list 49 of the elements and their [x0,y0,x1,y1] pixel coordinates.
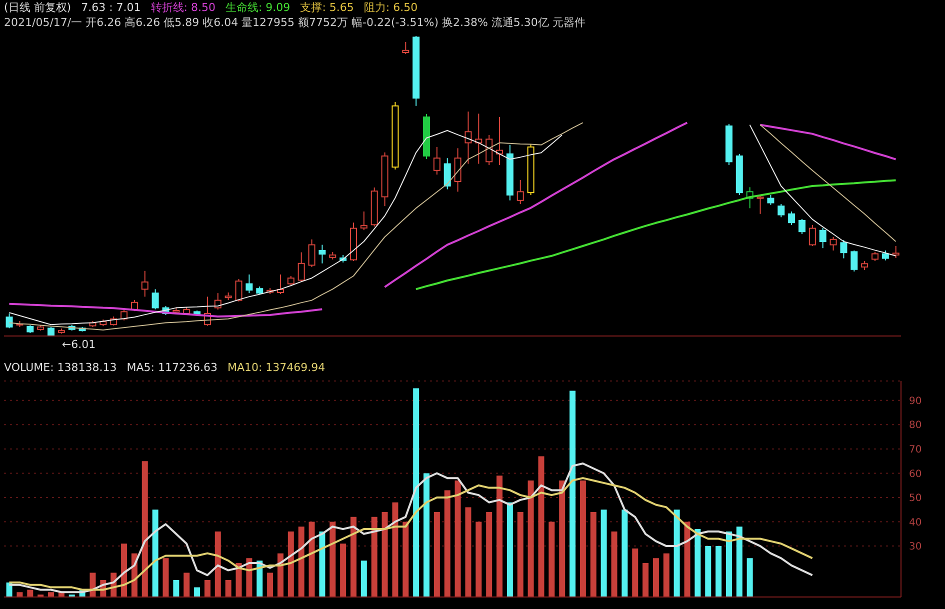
text: 转折线: 8.50 [150,0,216,15]
candlestick [516,180,524,204]
candlestick [475,113,482,164]
y-tick-label: 90 [909,396,922,407]
candlestick [246,274,253,294]
y-tick-label: 50 [909,493,922,504]
candlestick [360,211,368,231]
y-tick-label: 60 [909,468,922,480]
text: MA5: 117236.63 [126,360,218,375]
candlestick [402,42,410,54]
candlestick [214,292,222,310]
candlestick [308,238,316,268]
candlestick [808,224,816,246]
candlestick [798,218,806,234]
y-tick-label: 70 [909,444,922,456]
candlestick [454,148,462,192]
chart-subtitle: 2021/05/17/一 开6.26 高6.26 低5.89 收6.04 量127955 额7752万 幅-0.22(-3.51%) 换2.38% 流通5.30亿 元器件 [3,15,586,30]
candlestick [767,194,774,206]
candlestick [6,313,13,329]
candlestick [141,270,148,298]
y-tick-label: 30 [909,542,922,553]
candlestick [120,308,128,321]
y-tick-label: 80 [909,420,922,432]
candlestick [464,111,472,164]
candlestick [840,240,848,259]
text: MA10: 137469.94 [227,360,326,375]
candlestick [486,134,493,166]
text: 生命线: 9.09 [225,0,290,15]
candlestick [850,250,858,272]
candlestick [830,236,837,251]
chart-title: (日线 前复权) [4,0,72,15]
candlestick [444,158,451,190]
candlestick [318,244,326,264]
y-tick-label: 40 [909,517,922,528]
text: 7.63 : 7.01 [81,0,141,15]
candlestick [882,250,889,261]
text: 支撑: 5.65 [300,0,354,15]
candlestick [756,195,764,214]
text: ←6.01 [62,338,96,351]
candlestick [778,204,785,218]
text: 阻力: 6.50 [364,0,418,15]
candlestick [433,146,440,176]
candlestick [235,278,242,302]
candlestick [152,288,159,310]
candlestick [298,252,305,282]
candlestick [892,246,900,258]
candlestick [819,228,826,249]
candlestick [788,211,796,226]
chart-title: VOLUME: 138138.13 [4,360,117,375]
